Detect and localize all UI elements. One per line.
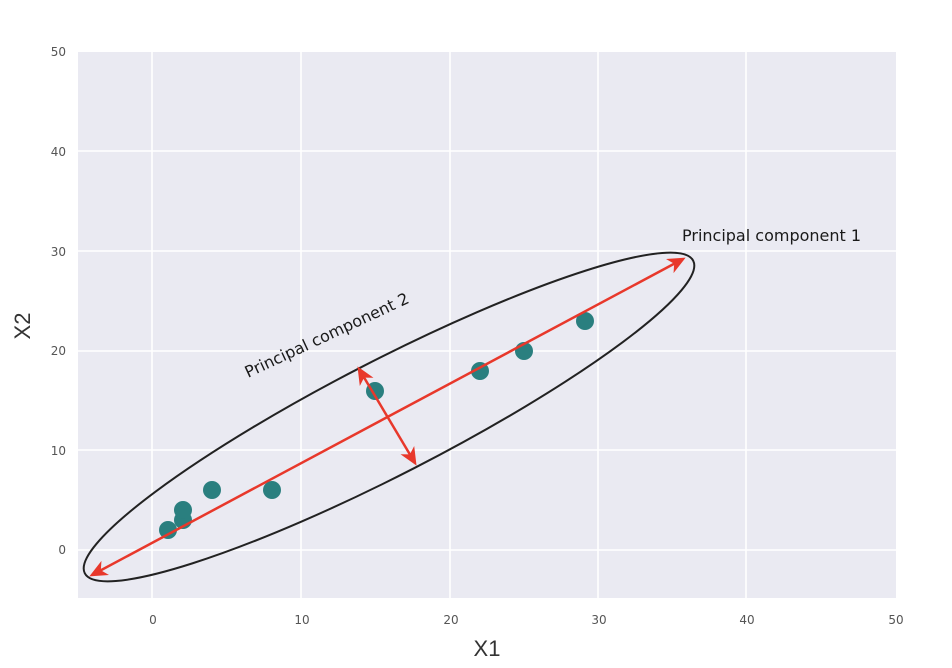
data-point [263, 481, 281, 499]
pc2-arrow [357, 366, 417, 466]
x-tick: 50 [888, 613, 903, 627]
y-axis-label: X2 [10, 313, 35, 340]
pc1-label: Principal component 1 [682, 226, 861, 245]
x-axis-ticks: 0 10 20 30 40 50 [149, 613, 903, 627]
y-tick: 50 [51, 45, 66, 59]
y-tick: 40 [51, 145, 66, 159]
data-point [203, 481, 221, 499]
x-tick: 0 [149, 613, 157, 627]
y-tick: 30 [51, 245, 66, 259]
data-point [174, 501, 192, 519]
x-tick: 20 [443, 613, 458, 627]
y-tick: 20 [51, 344, 66, 358]
y-tick: 10 [51, 444, 66, 458]
y-tick: 0 [58, 543, 66, 557]
x-axis-label: X1 [474, 636, 501, 661]
x-tick: 10 [294, 613, 309, 627]
x-tick: 40 [739, 613, 754, 627]
y-axis-ticks: 0 10 20 30 40 50 [51, 45, 66, 557]
x-tick: 30 [591, 613, 606, 627]
